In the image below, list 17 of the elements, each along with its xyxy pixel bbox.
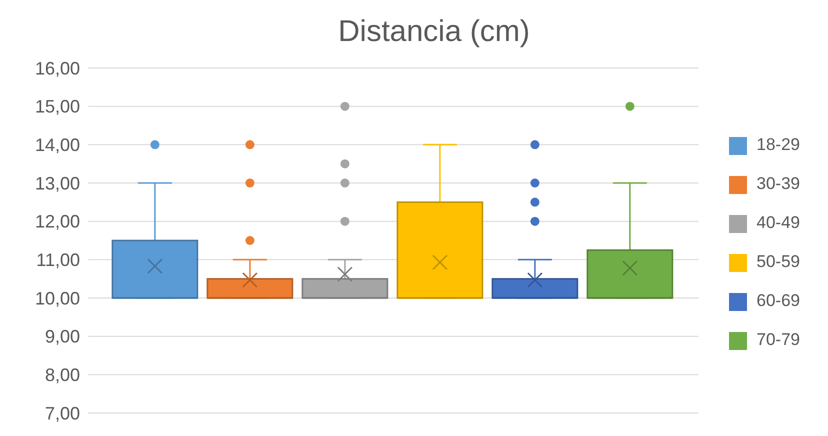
- legend-label: 60-69: [756, 291, 800, 310]
- legend-label: 50-59: [756, 252, 800, 271]
- legend-label: 40-49: [756, 213, 800, 232]
- y-tick-label: 15,00: [34, 96, 80, 117]
- y-tick-label: 11,00: [36, 250, 80, 270]
- legend-label: 18-29: [756, 135, 800, 154]
- y-tick-label: 14,00: [34, 135, 80, 156]
- legend-label: 70-79: [756, 330, 800, 349]
- legend-label: 30-39: [756, 174, 800, 193]
- y-tick-label: 16,00: [34, 58, 80, 78]
- y-tick-label: 10,00: [34, 288, 80, 308]
- y-tick-label: 7,00: [44, 403, 80, 424]
- chart-title: Distancia (cm): [337, 14, 531, 50]
- y-tick-label: 8,00: [44, 365, 80, 386]
- y-tick-label: 13,00: [34, 173, 80, 194]
- y-tick-label: 12,00: [34, 212, 80, 232]
- y-tick-label: 9,00: [44, 326, 80, 347]
